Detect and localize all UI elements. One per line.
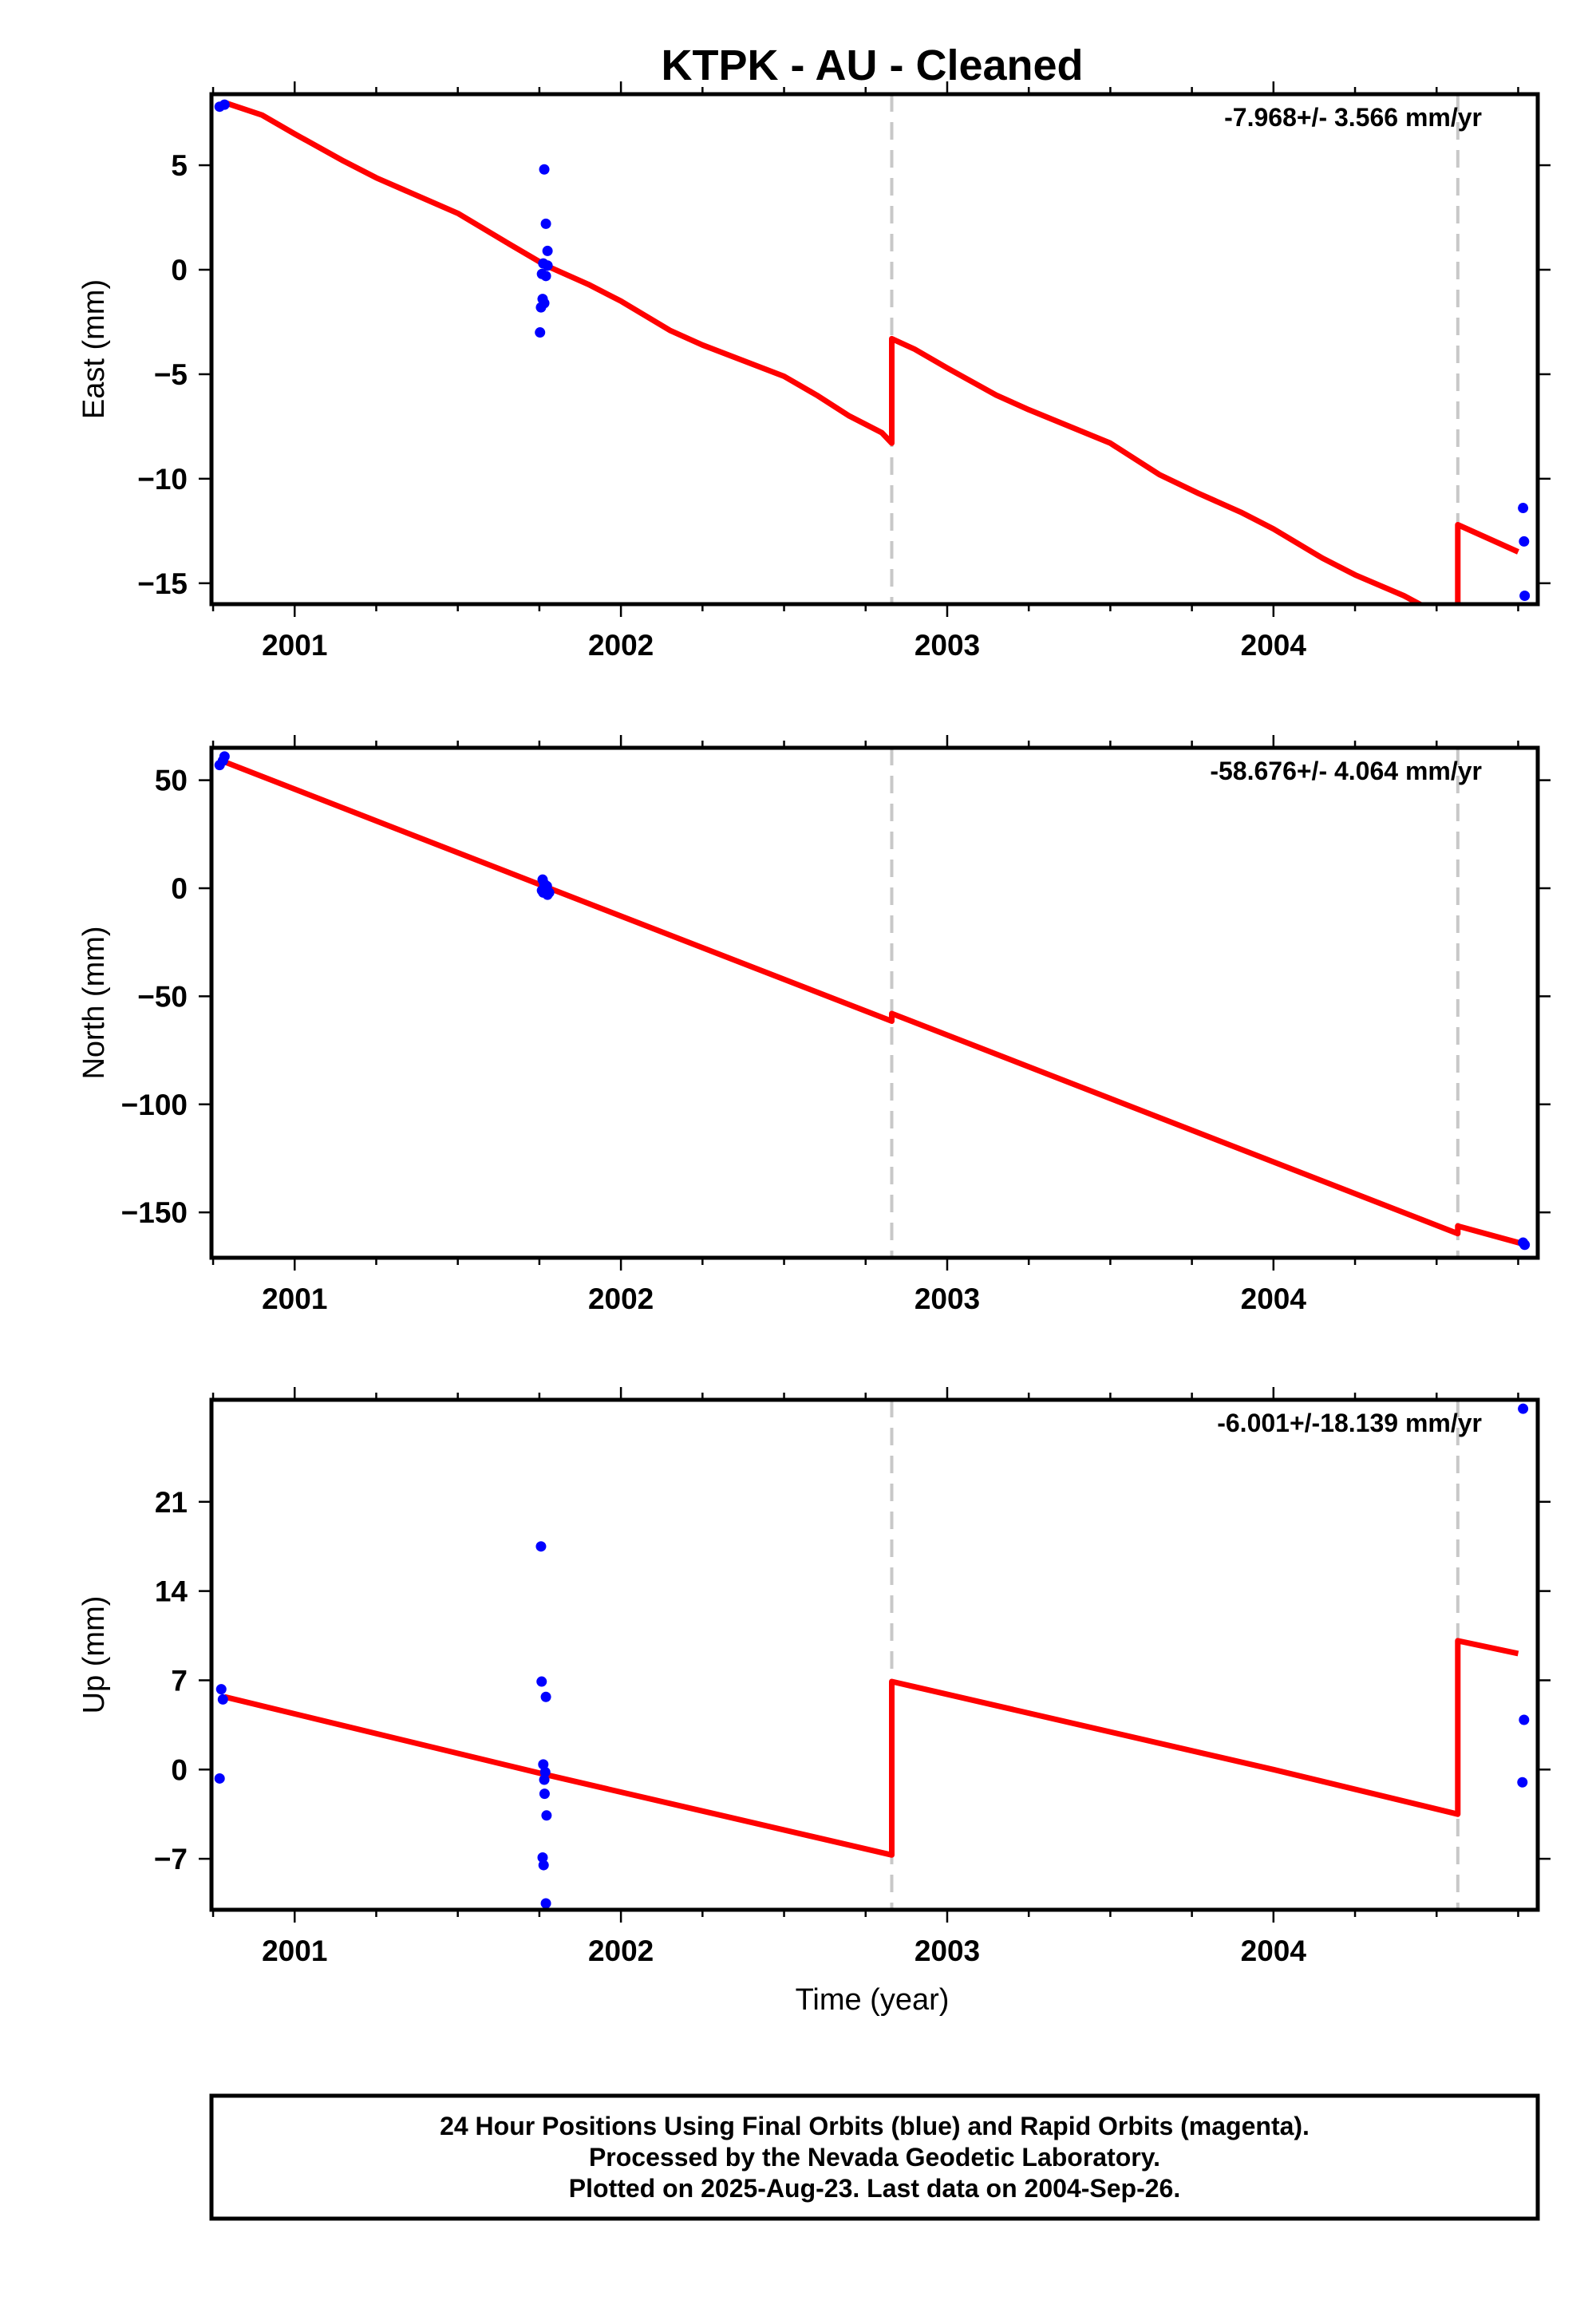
east-data-point bbox=[219, 99, 230, 110]
north-y-axis-label: North (mm) bbox=[77, 926, 111, 1079]
up-data-point bbox=[535, 1541, 547, 1552]
east-data-point bbox=[540, 218, 551, 229]
up-data-point bbox=[1519, 1714, 1530, 1725]
east-x-ticks bbox=[211, 81, 1519, 617]
up-rate-text: -6.001+/-18.139 mm/yr bbox=[1217, 1409, 1482, 1437]
up-x-tick-label: 2003 bbox=[915, 1935, 980, 1967]
north-data-point bbox=[543, 887, 555, 898]
north-rate-text: -58.676+/- 4.064 mm/yr bbox=[1210, 757, 1482, 785]
east-y-tick-label: 5 bbox=[171, 149, 188, 182]
north-x-tick-label: 2003 bbox=[915, 1282, 980, 1315]
up-x-tick-label: 2002 bbox=[588, 1935, 654, 1967]
east-y-tick-label: −15 bbox=[137, 567, 188, 600]
up-y-tick-label: 14 bbox=[155, 1575, 188, 1608]
up-data-point bbox=[215, 1684, 227, 1695]
north-y-tick-label: −150 bbox=[121, 1196, 188, 1229]
up-data-point bbox=[540, 1691, 551, 1702]
east-data-point bbox=[542, 245, 553, 256]
up-data-point bbox=[539, 1766, 551, 1777]
up-y-tick-label: −7 bbox=[154, 1843, 188, 1875]
up-model-line bbox=[223, 1638, 1519, 1858]
x-axis-label: Time (year) bbox=[796, 1983, 950, 2017]
north-y-tick-label: 0 bbox=[171, 872, 188, 905]
east-data-point bbox=[540, 271, 551, 282]
east-data-point bbox=[535, 302, 547, 313]
north-x-tick-label: 2002 bbox=[588, 1282, 654, 1315]
up-x-ticks bbox=[211, 1387, 1519, 1923]
north-plot-frame bbox=[209, 745, 1540, 1260]
up-data-point bbox=[539, 1788, 550, 1800]
east-x-tick-label: 2002 bbox=[588, 629, 654, 662]
footer-line-3: Plotted on 2025-Aug-23. Last data on 200… bbox=[569, 2174, 1180, 2203]
up-data-point bbox=[1517, 1777, 1528, 1788]
footer-line-2: Processed by the Nevada Geodetic Laborat… bbox=[589, 2143, 1160, 2172]
east-model-line bbox=[223, 100, 1519, 604]
up-data-point bbox=[536, 1676, 547, 1687]
north-model-line bbox=[223, 759, 1526, 1247]
up-data-point bbox=[539, 1774, 550, 1785]
east-plot-frame bbox=[209, 92, 1540, 607]
east-rate-text: -7.968+/- 3.566 mm/yr bbox=[1224, 103, 1482, 132]
east-x-tick-label: 2001 bbox=[262, 629, 327, 662]
up-data-point bbox=[1518, 1403, 1529, 1414]
east-x-tick-label: 2003 bbox=[915, 629, 980, 662]
up-plot-frame bbox=[209, 1397, 1540, 1912]
up-data-point bbox=[217, 1694, 228, 1705]
up-y-tick-label: 21 bbox=[155, 1486, 188, 1519]
east-y-axis-label: East (mm) bbox=[77, 279, 111, 419]
footer-line-1: 24 Hour Positions Using Final Orbits (bl… bbox=[440, 2112, 1310, 2140]
chart-title: KTPK - AU - Cleaned bbox=[661, 41, 1083, 89]
up-x-tick-label: 2001 bbox=[262, 1935, 327, 1967]
up-x-tick-label: 2004 bbox=[1241, 1935, 1307, 1967]
east-y-tick-label: −5 bbox=[154, 358, 188, 391]
east-data-point bbox=[1519, 536, 1530, 547]
east-y-tick-label: −10 bbox=[137, 463, 188, 496]
east-data-point bbox=[542, 260, 553, 271]
up-data-point bbox=[537, 1852, 548, 1863]
up-data-point bbox=[541, 1810, 552, 1821]
north-y-tick-label: −50 bbox=[137, 980, 188, 1013]
east-data-point bbox=[1518, 503, 1529, 514]
up-y-tick-label: 0 bbox=[171, 1753, 188, 1786]
north-panel: 2001 2002 2003 2004 50 0 −50 −100 −150 North (mm)… bbox=[77, 735, 1551, 1315]
north-y-tick-label: −100 bbox=[121, 1089, 188, 1121]
north-data-point bbox=[217, 755, 228, 766]
up-plot-area bbox=[214, 1400, 1530, 1910]
north-data-point bbox=[1519, 1239, 1531, 1251]
up-data-point bbox=[540, 1898, 551, 1909]
east-plot-area bbox=[214, 94, 1531, 604]
north-x-tick-label: 2004 bbox=[1241, 1282, 1307, 1315]
up-y-tick-label: 7 bbox=[171, 1664, 188, 1697]
north-x-tick-label: 2001 bbox=[262, 1282, 327, 1315]
north-y-tick-label: 50 bbox=[155, 765, 188, 797]
north-x-ticks bbox=[211, 735, 1519, 1271]
up-data-point bbox=[214, 1773, 225, 1784]
east-panel: 2001 2002 2003 2004 5 0 −5 −10 −15 East (mm) -7.96… bbox=[77, 81, 1551, 662]
east-y-tick-label: 0 bbox=[171, 254, 188, 287]
up-data-point bbox=[538, 1860, 549, 1871]
east-data-point bbox=[1519, 591, 1531, 602]
up-panel: 2001 2002 2003 2004 21 14 7 0 −7 Up (mm) -6.001+/-… bbox=[77, 1387, 1551, 1967]
footer-box: 24 Hour Positions Using Final Orbits (bl… bbox=[209, 2093, 1540, 2221]
up-y-axis-label: Up (mm) bbox=[77, 1596, 111, 1714]
east-data-point bbox=[539, 164, 550, 175]
east-data-point bbox=[535, 327, 546, 338]
east-x-tick-label: 2004 bbox=[1241, 629, 1307, 662]
north-plot-area bbox=[214, 748, 1531, 1258]
